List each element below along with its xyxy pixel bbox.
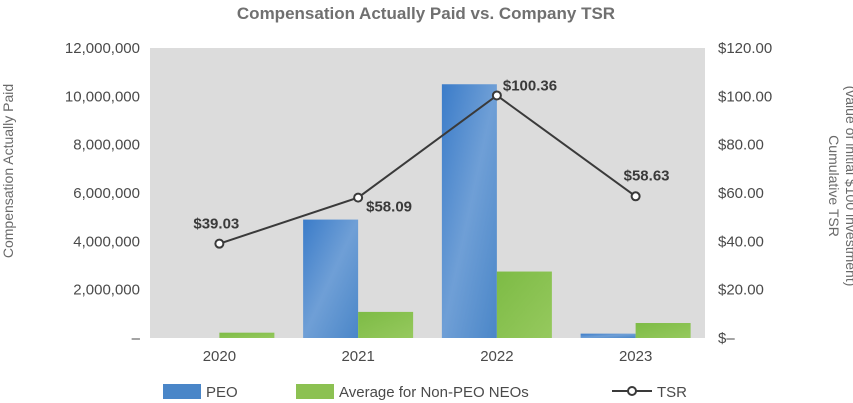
bars <box>219 84 691 338</box>
bar-neo-2022 <box>496 271 552 338</box>
legend-label-neo: Average for Non-PEO NEOs <box>339 384 529 401</box>
y2-tick-label: $– <box>718 330 735 347</box>
tsr-point-2022 <box>491 90 502 101</box>
tsr-line-path <box>219 94 637 245</box>
y-tick-label: 10,000,000 <box>65 88 140 105</box>
tsr-line: $39.03 $58.09 $100.36 $58.63 <box>193 77 670 249</box>
legend-swatch-peo <box>163 384 201 399</box>
y2-tick-label: $20.00 <box>718 282 764 299</box>
bar-peo-2021 <box>303 219 359 338</box>
legend-label-tsr: TSR <box>657 384 687 401</box>
legend: PEO Average for Non-PEO NEOs TSR <box>163 384 687 401</box>
y2-tick-label: $120.00 <box>718 40 772 57</box>
y2-tick-label: $40.00 <box>718 233 764 250</box>
bar-neo-2023 <box>635 323 691 338</box>
legend-swatch-neo <box>296 384 334 399</box>
legend-label-peo: PEO <box>206 384 238 401</box>
y2-tick-label: $60.00 <box>718 185 764 202</box>
y-tick-label: 12,000,000 <box>65 40 140 57</box>
x-tick-label: 2022 <box>480 348 513 365</box>
plot-area <box>150 48 705 338</box>
tsr-data-label-2020: $39.03 <box>193 216 239 233</box>
y-axis-ticks: – 2,000,000 4,000,000 6,000,000 8,000,000 10,… <box>65 40 141 347</box>
x-tick-label: 2021 <box>341 348 374 365</box>
tsr-point-2023 <box>630 191 641 202</box>
y2-axis-ticks: $– $20.00 $40.00 $60.00 $80.00 $100.00 $120.00 <box>718 40 772 347</box>
y-tick-label: 6,000,000 <box>73 185 140 202</box>
y-tick-label: – <box>132 330 141 347</box>
tsr-data-label-2021: $58.09 <box>366 199 412 216</box>
tsr-data-label-2023: $58.63 <box>624 167 670 184</box>
y2-tick-label: $100.00 <box>718 88 772 105</box>
x-tick-label: 2020 <box>203 348 236 365</box>
legend-marker-tsr <box>627 386 637 396</box>
tsr-point-2021 <box>353 192 364 203</box>
bar-neo-2020 <box>219 332 275 338</box>
chart-title: Compensation Actually Paid vs. Company T… <box>237 4 615 23</box>
x-axis-ticks: 2020 2021 2022 2023 <box>203 348 653 365</box>
y-axis-label: Compensation Actually Paid <box>0 84 16 258</box>
y-tick-label: 8,000,000 <box>73 137 140 154</box>
tsr-point-2020 <box>214 238 225 249</box>
y-tick-label: 2,000,000 <box>73 282 140 299</box>
y2-tick-label: $80.00 <box>718 137 764 154</box>
y-tick-label: 4,000,000 <box>73 233 140 250</box>
x-tick-label: 2023 <box>619 348 652 365</box>
bar-neo-2021 <box>358 311 414 338</box>
tsr-data-label-2022: $100.36 <box>503 77 557 94</box>
bar-peo-2022 <box>441 84 497 338</box>
bar-peo-2023 <box>580 333 636 338</box>
y2-axis-label-line2: (value of initial $100 investment) <box>843 86 853 287</box>
y2-axis-label-line1: Cumulative TSR <box>826 135 842 237</box>
